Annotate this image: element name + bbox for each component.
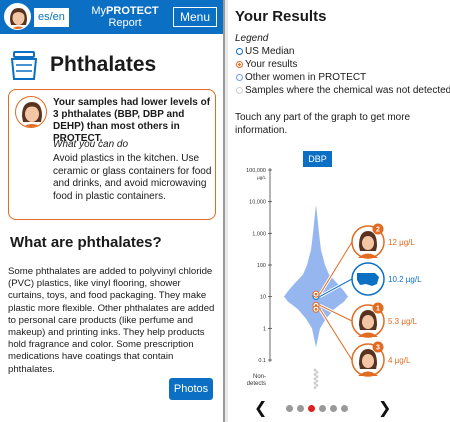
app-title-bold: PROTECT [106, 5, 159, 17]
us-median-label: 10.2 µg/L [388, 275, 422, 284]
non-detect-point[interactable] [315, 370, 319, 374]
us-map-icon [357, 273, 379, 286]
photos-button[interactable]: Photos [169, 378, 213, 400]
chemical-description: Some phthalates are added to polyvinyl c… [8, 266, 215, 375]
sample-connector [319, 241, 353, 295]
sample-number-badge [372, 341, 384, 353]
sample-connector [319, 304, 353, 322]
app-title-line2: Report [108, 17, 142, 29]
pager-dot-6[interactable] [341, 405, 348, 412]
legend-title: Legend [235, 33, 269, 44]
top-bar: es/en MyPROTECT Report Menu [0, 0, 223, 34]
legend-label: Samples where the chemical was not detec… [245, 85, 450, 96]
other-women-marker-icon [236, 74, 243, 81]
participant-face [362, 315, 374, 329]
non-detect-point[interactable] [313, 373, 317, 376]
sample-callout-1[interactable]: 1 5.3 µg/L [312, 301, 418, 338]
sample-number: 1 [376, 306, 380, 313]
non-detect-point[interactable] [313, 377, 317, 381]
y-tick-label: 10,000 [249, 200, 266, 206]
participant-shirt [358, 253, 378, 258]
result-summary-card: Your samples had lower levels of 3 phtha… [8, 89, 216, 220]
y-unit-label: µg/L [257, 175, 266, 180]
non-detects-label: Non-detects [247, 374, 266, 387]
us-median-connector [319, 278, 353, 297]
legend-item-not-detected: Samples where the chemical was not detec… [236, 85, 450, 96]
pager-dots [286, 405, 348, 412]
chemical-heading: Phthalates [8, 49, 218, 83]
chemical-pager: ❮ ❯ [228, 398, 450, 418]
non-detect-point[interactable] [313, 381, 317, 385]
sample-number-badge [372, 223, 384, 235]
legend-item-other-women: Other women in PROTECT [236, 72, 366, 83]
sample-value-label: 5.3 µg/L [388, 317, 418, 326]
y-tick-label: 10 [260, 295, 266, 301]
report-panel: es/en MyPROTECT Report Menu Phthalates Y… [0, 0, 225, 422]
legend-label: US Median [245, 46, 295, 57]
y-tick-label: 100 [257, 263, 266, 269]
pager-dot-1[interactable] [286, 405, 293, 412]
legend-item-us-median: US Median [236, 46, 294, 57]
language-toggle-button[interactable]: es/en [34, 8, 69, 27]
sample-number-badge [372, 302, 384, 314]
pager-dot-4[interactable] [319, 405, 326, 412]
graph-hint: Touch any part of the graph to get more … [235, 112, 411, 136]
y-tick-label: 100,000 [246, 168, 266, 174]
what-you-can-do-text: Avoid plastics in the kitchen. Use ceram… [53, 153, 212, 202]
participant-face [362, 236, 374, 250]
sample-value-label: 4 µg/L [388, 356, 411, 365]
results-panel: Your Results Legend US Median Your resul… [228, 0, 450, 422]
next-chemical-arrow-icon[interactable]: ❯ [378, 398, 392, 417]
results-title: Your Results [235, 8, 327, 25]
app-title-prefix: My [91, 5, 107, 17]
us-median-marker-icon [236, 48, 243, 55]
sample-point-center [314, 307, 318, 311]
sample-callout-2[interactable]: 2 12 µg/L [312, 223, 415, 298]
y-tick-label: 0.1 [258, 358, 266, 364]
non-detect-point[interactable] [315, 379, 319, 383]
non-detect-point[interactable] [313, 368, 317, 372]
non-detect-point[interactable] [315, 384, 319, 387]
sample-number: 3 [376, 345, 380, 352]
chemical-tab-dbp[interactable]: DBP [303, 151, 332, 167]
non-detect-point[interactable] [315, 375, 319, 378]
section-heading: What are phthalates? [10, 234, 162, 251]
sample-value-label: 12 µg/L [388, 238, 415, 247]
y-tick-label: 1,000 [252, 231, 266, 237]
participant-face [362, 354, 374, 368]
other-women-distribution[interactable] [284, 204, 348, 348]
not-detected-marker-icon [236, 87, 243, 94]
menu-button[interactable]: Menu [172, 7, 217, 27]
participant-shirt [358, 371, 378, 376]
legend-label: Other women in PROTECT [245, 72, 367, 83]
page-title: Phthalates [50, 53, 157, 76]
sample-connector [319, 309, 353, 361]
participant-avatar-icon [15, 96, 47, 128]
your-results-marker-icon [236, 61, 243, 68]
pager-dot-3[interactable] [308, 405, 315, 412]
legend-item-your-results: Your results [236, 59, 297, 70]
plastic-container-icon [10, 51, 38, 80]
summary-text: Your samples had lower levels of 3 phtha… [53, 97, 211, 144]
app-title: MyPROTECT Report [80, 5, 170, 29]
y-tick-label: 1 [263, 326, 266, 332]
pager-dot-5[interactable] [330, 405, 337, 412]
legend-label: Your results [245, 59, 298, 70]
pager-dot-2[interactable] [297, 405, 304, 412]
non-detect-point[interactable] [313, 386, 317, 389]
sample-number: 2 [376, 227, 380, 234]
participant-shirt [358, 332, 378, 337]
sample-point-center [314, 292, 318, 296]
previous-chemical-arrow-icon[interactable]: ❮ [254, 398, 268, 417]
sample-callout-3[interactable]: 3 4 µg/L [312, 305, 411, 377]
what-you-can-do-label: What you can do [53, 139, 129, 150]
user-avatar-icon[interactable] [4, 3, 31, 30]
